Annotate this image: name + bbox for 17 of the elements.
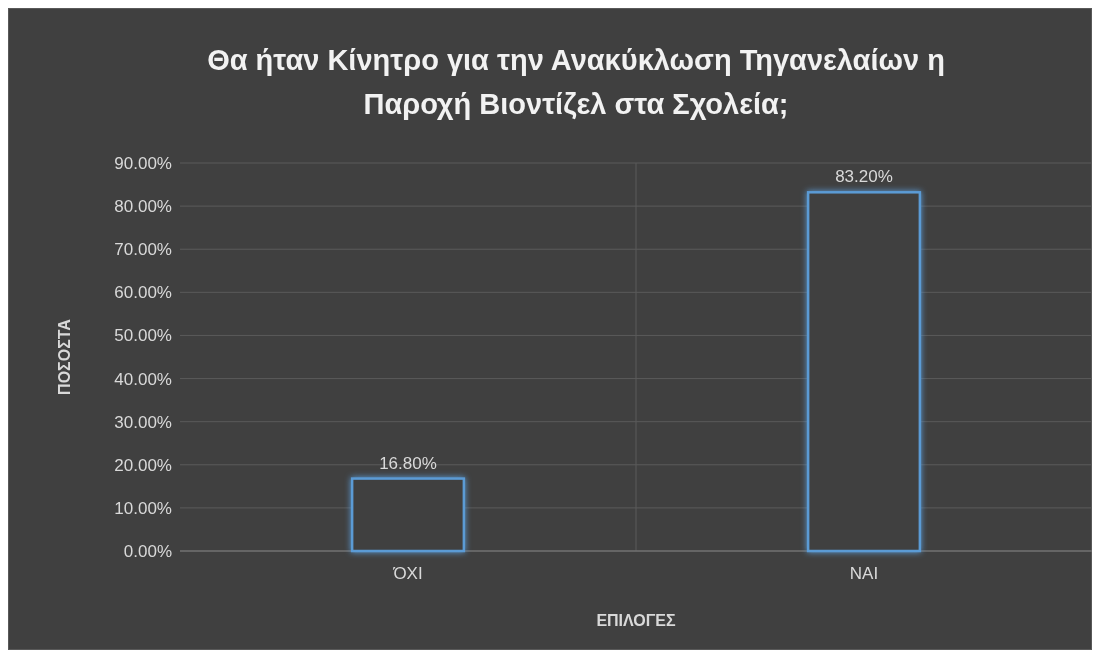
y-tick-label: 20.00%: [114, 455, 172, 475]
y-tick-label: 70.00%: [114, 240, 172, 260]
data-label: 83.20%: [835, 167, 893, 187]
chart-title: Θα ήταν Κίνητρο για την Ανακύκλωση Τηγανελαίων η Παροχή Βιοντίζελ στα Σχολεία;: [207, 44, 945, 120]
data-label: 16.80%: [379, 453, 437, 473]
x-tick-label: ΌΧΙ: [392, 564, 423, 583]
y-tick-label: 60.00%: [114, 283, 172, 303]
x-axis-title: ΕΠΙΛΟΓΕΣ: [596, 612, 677, 629]
y-tick-label: 80.00%: [114, 197, 172, 217]
y-axis-title: ΠΟΣΟΣΤΑ: [56, 318, 73, 395]
y-tick-label: 10.00%: [114, 498, 172, 518]
y-tick-label: 30.00%: [114, 412, 172, 432]
y-tick-label: 40.00%: [114, 369, 172, 389]
y-tick-label: 50.00%: [114, 326, 172, 346]
y-tick-label: 0.00%: [123, 541, 172, 561]
x-tick-label: ΝΑΙ: [849, 564, 879, 583]
y-tick-label: 90.00%: [114, 153, 172, 173]
